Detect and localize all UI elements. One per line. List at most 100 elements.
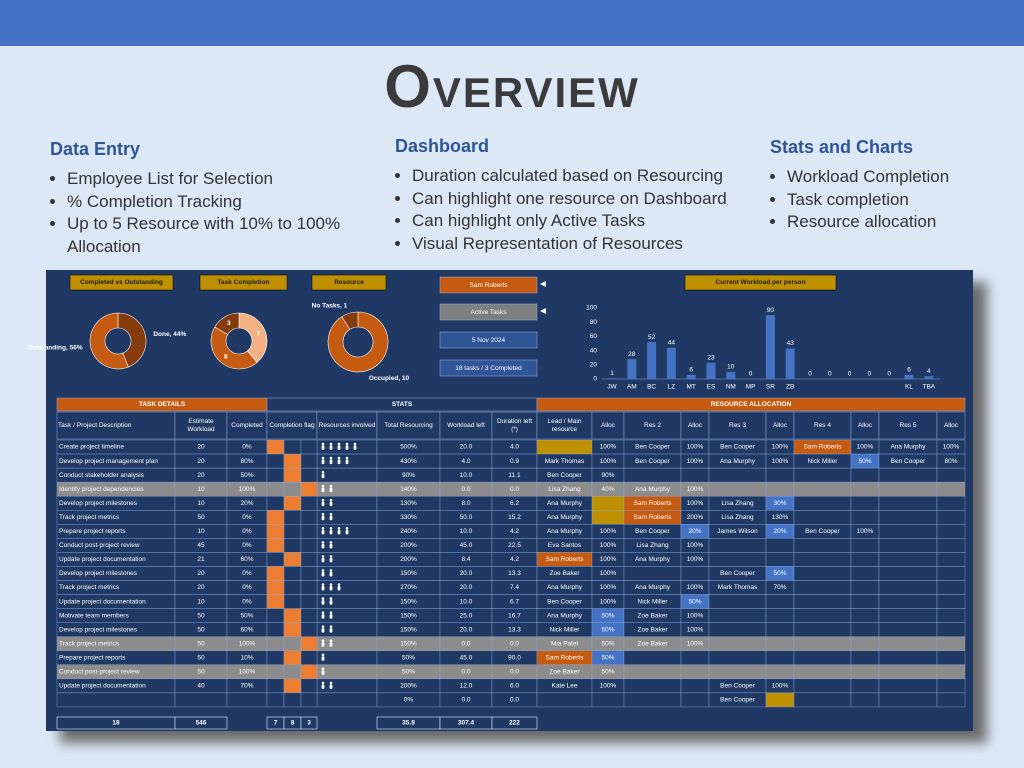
person-body	[321, 473, 325, 479]
cell-text: Motivate team members	[59, 612, 129, 619]
cell-text: 0%	[404, 697, 414, 704]
cell-text: Mia Patel	[551, 640, 579, 647]
cell-text: 60%	[240, 556, 253, 563]
cell-text: 100%	[687, 626, 704, 633]
person-icon	[329, 625, 333, 633]
person-head	[329, 611, 333, 614]
slide-title: Overview	[384, 53, 640, 120]
value-label: 23	[707, 354, 715, 361]
person-icon	[321, 611, 325, 619]
cell-text: 50%	[773, 570, 786, 577]
x-tick-label: MP	[746, 384, 756, 391]
person-body	[329, 501, 333, 507]
value-label: 4	[927, 368, 931, 375]
table-cell	[765, 650, 795, 666]
flag-cell	[266, 496, 285, 511]
person-body	[321, 684, 325, 689]
selector-text: 18 tasks / 3 Completed	[455, 365, 522, 372]
cell-text: 40	[197, 683, 205, 690]
flag-cell	[283, 481, 302, 497]
cell-text: 4.0	[461, 458, 470, 465]
cell-text: 4.2	[510, 528, 519, 535]
cell-text: 100%	[600, 598, 617, 605]
cell-text: 0%	[242, 514, 252, 521]
person-body	[329, 529, 333, 535]
donut-slice	[210, 326, 258, 370]
cell-text: Ben Cooper	[720, 697, 756, 704]
chart-title-box	[69, 274, 174, 291]
person-body	[329, 543, 333, 549]
person-icon	[321, 470, 325, 479]
chart-title: Task Completion	[218, 279, 270, 286]
donut-slice	[238, 312, 268, 363]
cell-text: 50%	[601, 626, 614, 633]
cell-text: 0.0	[461, 640, 470, 647]
cell-text: 50	[197, 514, 205, 521]
column-header-box: Alloc	[688, 422, 702, 429]
cell-text: 25.0	[460, 612, 473, 619]
donut-slice	[117, 312, 147, 368]
cell-text: Ana Murphy	[635, 556, 671, 563]
cell-text: Track project metrics	[59, 514, 120, 521]
flag-cell	[266, 650, 285, 666]
cell-text: Update project documentation	[59, 683, 146, 690]
person-icon	[329, 583, 333, 591]
section-title: Data Entry	[50, 139, 141, 159]
person-head	[321, 498, 325, 502]
cell-text: 70%	[240, 683, 253, 690]
table-cell	[936, 552, 966, 567]
person-head	[321, 611, 325, 614]
column-header-cell	[708, 411, 767, 440]
cell-text: 150%	[400, 598, 417, 605]
cell-text: 10.0	[460, 598, 473, 605]
cell-text: 20.0	[460, 626, 473, 633]
x-tick-label: JW	[607, 384, 617, 391]
cell-text: 100%	[600, 542, 617, 549]
slice-label: 8	[224, 353, 228, 360]
table-cell	[316, 566, 378, 581]
group-header: TASK DETAILS	[139, 401, 186, 408]
cell-text: 140%	[400, 486, 417, 493]
bullet-list: Employee List for Selection% Completion …	[50, 168, 360, 259]
person-icon	[329, 569, 333, 577]
cell-text: Nick Miller	[808, 458, 839, 465]
chart-title-box	[684, 274, 837, 291]
value-label: 0	[749, 371, 753, 378]
cell-text: 0%	[242, 598, 252, 605]
value-label: 1	[610, 370, 614, 377]
person-icon	[321, 498, 325, 507]
person-body	[321, 571, 325, 577]
section-title: Stats and Charts	[770, 137, 914, 157]
cell-text: Sam Roberts	[634, 514, 673, 521]
cell-text: 10	[197, 528, 205, 535]
cell-text: 0.0	[510, 669, 519, 676]
person-icon	[329, 639, 333, 647]
table-cell	[174, 692, 228, 708]
cell-text: Track project metrics	[59, 640, 120, 647]
table-cell	[878, 664, 938, 680]
person-icon	[321, 541, 325, 549]
table-cell	[765, 538, 795, 553]
selector-arrow	[540, 308, 546, 314]
person-body	[329, 586, 333, 591]
flag-cell	[300, 552, 318, 567]
cell-text: 7.4	[510, 584, 519, 591]
slice-label: 3	[227, 320, 231, 327]
table-cell	[850, 580, 880, 595]
bar	[686, 374, 696, 379]
cell-text: 4.0	[510, 444, 519, 451]
cell-text: Conduct stakeholder analysis	[59, 472, 145, 479]
cell-text: 70%	[773, 584, 786, 591]
table-cell	[623, 664, 682, 680]
flag-cell	[283, 594, 302, 609]
person-icon	[337, 583, 341, 591]
flag-cell	[283, 678, 302, 694]
person-body	[337, 445, 341, 451]
person-head	[329, 527, 333, 530]
cell-text: 100%	[687, 444, 704, 451]
person-head	[321, 512, 325, 516]
table-cell	[793, 510, 852, 525]
cell-text: 100%	[857, 444, 874, 451]
table-cell	[591, 496, 625, 511]
cell-text: 100%	[239, 669, 256, 676]
